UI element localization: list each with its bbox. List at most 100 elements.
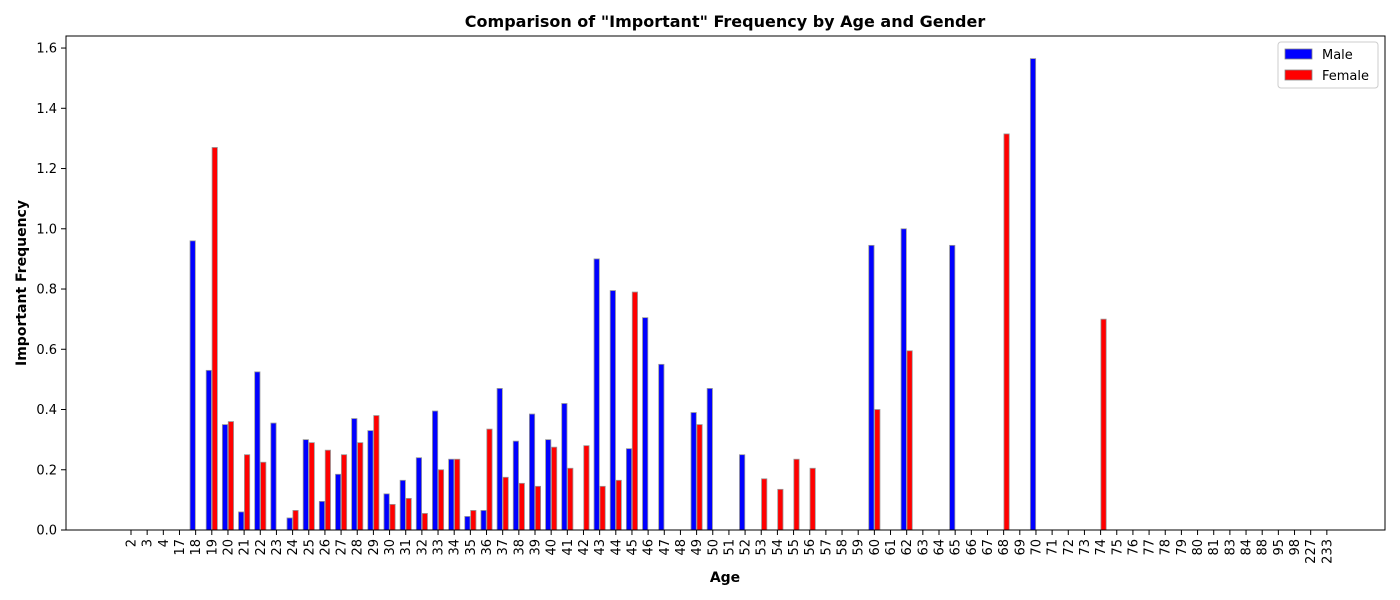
bar-male-44 [609, 290, 616, 531]
x-tick-label: 88 [1256, 539, 1271, 556]
bar-female-28 [357, 442, 364, 531]
bar-female-55 [793, 458, 800, 531]
bar-female-33 [437, 469, 445, 531]
x-tick-label: 17 [173, 539, 188, 556]
x-tick-label: 3 [141, 539, 156, 547]
x-tick-label: 79 [1175, 539, 1190, 556]
bar-female-20 [227, 421, 234, 531]
bar-female-37 [502, 476, 509, 531]
bar-male-35 [464, 516, 471, 531]
bar-female-35 [470, 510, 477, 531]
x-tick-label: 69 [1013, 539, 1028, 556]
bar-male-30 [383, 493, 390, 531]
bar-series-group [189, 58, 1107, 531]
bar-male-62 [900, 228, 907, 531]
x-tick-label: 64 [933, 539, 948, 556]
x-tick-label: 48 [674, 539, 689, 556]
x-tick-label: 4 [157, 539, 172, 547]
y-tick-label: 1.6 [36, 42, 57, 57]
bar-female-62 [906, 350, 913, 531]
legend-label-male: Male [1322, 48, 1353, 63]
y-axis-title: Important Frequency [14, 200, 30, 366]
x-tick-label: 47 [658, 539, 673, 556]
x-tick-label: 70 [1029, 539, 1044, 556]
x-tick-label: 35 [464, 539, 479, 556]
x-tick-label: 44 [609, 539, 624, 556]
bar-female-21 [244, 454, 251, 531]
bar-male-41 [561, 403, 568, 531]
y-tick-label: 1.2 [36, 162, 57, 177]
bar-female-30 [389, 503, 396, 531]
y-axis: 0.0 0.2 0.4 0.6 0.8 1.0 1.2 1.4 1.6 [36, 42, 66, 539]
y-tick-label: 1.0 [36, 222, 57, 237]
bar-female-19 [211, 147, 218, 531]
bar-female-54 [777, 488, 784, 531]
x-tick-label: 53 [755, 539, 770, 556]
x-tick-label: 43 [593, 539, 608, 556]
bar-male-31 [399, 479, 406, 531]
bar-male-36 [480, 510, 487, 531]
bar-male-37 [496, 388, 503, 531]
x-tick-label: 31 [399, 539, 414, 556]
bar-female-22 [260, 461, 267, 531]
bar-male-34 [448, 458, 455, 531]
x-tick-label: 65 [949, 539, 964, 556]
bar-male-49 [690, 412, 697, 531]
bar-male-46 [642, 317, 649, 531]
y-tick-label: 1.4 [36, 102, 57, 117]
x-tick-label: 27 [335, 539, 350, 556]
x-tick-label: 80 [1191, 539, 1206, 556]
bar-female-41 [567, 467, 574, 531]
y-tick-label: 0.0 [36, 524, 57, 539]
x-tick-label: 66 [965, 539, 980, 556]
bar-male-27 [335, 473, 342, 531]
y-tick-label: 0.2 [36, 463, 57, 478]
bar-male-29 [367, 430, 374, 531]
x-tick-label: 29 [367, 539, 382, 556]
bar-female-38 [518, 482, 525, 531]
bar-female-43 [599, 485, 606, 531]
bar-female-74 [1100, 318, 1107, 531]
x-tick-label: 55 [787, 539, 802, 556]
x-tick-label: 74 [1094, 539, 1109, 556]
x-tick-label: 227 [1304, 539, 1319, 564]
x-tick-label: 95 [1272, 539, 1287, 556]
bar-female-31 [405, 497, 412, 531]
bar-male-52 [739, 454, 746, 531]
bar-female-26 [324, 449, 331, 531]
y-tick-label: 0.6 [36, 343, 57, 358]
x-tick-label: 62 [900, 539, 915, 556]
x-tick-label: 39 [529, 539, 544, 556]
x-tick-label: 20 [221, 539, 236, 556]
legend: Male Female [1277, 41, 1379, 89]
bar-male-38 [512, 440, 519, 531]
x-axis: 2 3 4 17 18 19 20 21 22 23 24 25 26 27 28 29 30 31 32 33 34 3… [125, 530, 1335, 564]
bar-female-24 [292, 510, 299, 531]
x-tick-label: 58 [836, 539, 851, 556]
x-tick-label: 73 [1078, 539, 1093, 556]
bar-male-65 [949, 244, 956, 531]
bar-female-34 [454, 458, 461, 531]
legend-swatch-female [1284, 69, 1313, 81]
x-tick-label: 84 [1240, 539, 1255, 556]
bar-female-29 [373, 415, 380, 531]
x-tick-label: 25 [302, 539, 317, 556]
x-tick-label: 49 [690, 539, 705, 556]
x-tick-label: 46 [642, 539, 657, 556]
bar-male-47 [658, 363, 665, 531]
bar-male-50 [706, 388, 713, 531]
x-tick-label: 42 [577, 539, 592, 556]
bar-male-32 [415, 457, 422, 531]
bar-male-60 [868, 244, 875, 531]
x-tick-label: 76 [1126, 539, 1141, 556]
plot-frame [65, 35, 1386, 531]
bar-female-25 [308, 442, 315, 531]
x-tick-label: 2 [125, 539, 140, 547]
x-tick-label: 45 [625, 539, 640, 556]
bar-female-32 [421, 513, 428, 531]
y-tick-label: 0.4 [36, 403, 57, 418]
bar-male-28 [351, 418, 358, 531]
x-tick-label: 81 [1207, 539, 1222, 556]
chart-title: Comparison of "Important" Frequency by A… [465, 12, 986, 31]
